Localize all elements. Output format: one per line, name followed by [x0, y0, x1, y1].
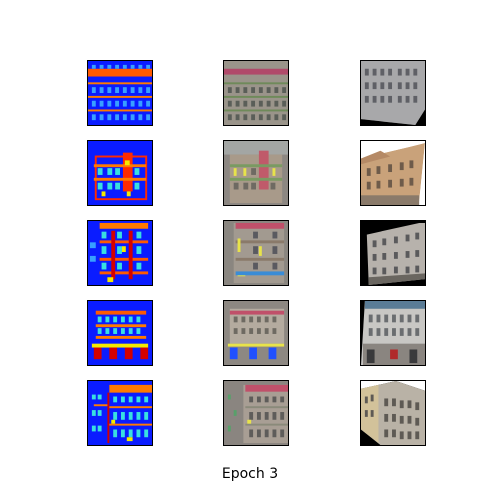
label-map-2	[87, 140, 153, 206]
generated-facade-4	[223, 300, 289, 366]
label-map-4	[87, 300, 153, 366]
figure-caption: Epoch 3	[221, 466, 279, 482]
generated-facade-5	[223, 380, 289, 446]
label-map-1	[87, 60, 153, 126]
facade-photo-1	[360, 60, 426, 126]
generated-facade-1	[223, 60, 289, 126]
label-map-3	[87, 220, 153, 286]
label-map-5	[87, 380, 153, 446]
generated-facade-3	[223, 220, 289, 286]
facade-photo-4	[360, 300, 426, 366]
facade-photo-2	[360, 140, 426, 206]
facade-photo-5	[360, 380, 426, 446]
facade-photo-3	[360, 220, 426, 286]
generated-facade-2	[223, 140, 289, 206]
